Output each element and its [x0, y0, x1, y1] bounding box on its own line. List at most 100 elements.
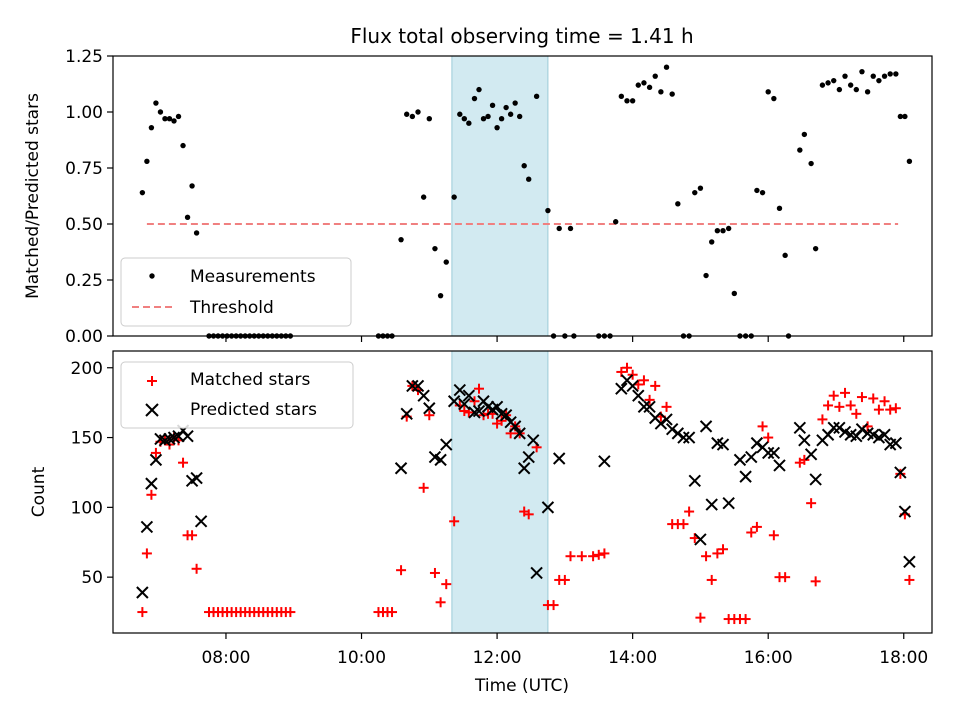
matched-star-point: [565, 551, 576, 562]
measurement-point: [494, 124, 500, 131]
matched-star-point: [285, 607, 296, 618]
measurement-point: [404, 111, 410, 117]
predicted-star-point: [423, 402, 436, 415]
predicted-star-point: [739, 470, 752, 483]
predicted-star-point: [809, 473, 822, 486]
predicted-star-point: [508, 420, 522, 433]
matched-star-point: [429, 567, 440, 578]
measurement-point: [859, 68, 865, 75]
bottom-legend-box: [120, 361, 354, 429]
predicted-star-point: [660, 413, 673, 426]
measurement-point: [887, 71, 893, 77]
predicted-star-point: [530, 566, 543, 580]
top-y-tick-label: 1.00: [65, 103, 103, 123]
predicted-star-point: [447, 395, 461, 408]
measurement-point: [512, 100, 518, 106]
predicted-star-point: [626, 379, 639, 393]
measurement-point: [847, 82, 854, 88]
matched-star-point: [740, 614, 751, 625]
matched-star-point: [885, 404, 896, 415]
measurement-point: [697, 185, 704, 191]
matched-star-point: [449, 516, 460, 527]
predicted-star-point: [400, 407, 413, 421]
bottom-y-ticks: 50 100 150 200: [71, 359, 113, 588]
predicted-star-point: [733, 453, 747, 467]
figure-title: Flux total observing time = 1.41 h: [350, 24, 693, 48]
matched-star-point: [757, 421, 768, 432]
measurement-point: [451, 194, 457, 200]
count-points: [136, 362, 916, 625]
measurement-point: [175, 113, 182, 120]
matched-star-point: [441, 579, 452, 590]
measurement-point: [612, 219, 619, 225]
predicted-star-point: [827, 421, 840, 434]
matched-star-point: [751, 521, 762, 532]
predicted-star-point: [761, 446, 775, 460]
matched-star-point: [661, 401, 672, 412]
legend-label-threshold: Threshold: [189, 298, 274, 318]
matched-star-point: [576, 551, 587, 562]
measurement-point: [906, 158, 913, 164]
measurement-point: [567, 225, 574, 232]
matched-star-point: [638, 375, 649, 386]
bottom-axes-frame: [112, 350, 933, 634]
predicted-star-point: [798, 434, 811, 447]
predicted-star-point: [699, 420, 713, 433]
matched-star-point: [799, 454, 810, 465]
predicted-star-point: [462, 389, 476, 402]
measurement-point: [754, 187, 760, 194]
predicted-star-point: [468, 406, 481, 419]
legend-marker-matched: [147, 376, 157, 386]
measurement-point: [652, 73, 658, 79]
measurement-point: [658, 89, 664, 95]
predicted-star-point: [705, 498, 718, 511]
measurement-point: [771, 95, 777, 102]
matched-star-point: [879, 396, 890, 407]
matched-star-point: [387, 607, 398, 618]
measurement-point: [426, 116, 433, 122]
predicted-star-point: [598, 455, 611, 468]
matched-star-point: [593, 549, 604, 560]
measurement-point: [836, 86, 843, 93]
matched-star-point: [701, 551, 712, 562]
matched-star-point: [845, 400, 856, 411]
measurement-point: [139, 189, 146, 196]
measurement-point: [663, 64, 670, 70]
measurement-point: [521, 163, 527, 169]
matched-star-point: [424, 410, 435, 421]
measurement-point: [171, 118, 177, 124]
matched-star-point: [904, 574, 915, 585]
measurement-point: [162, 116, 168, 122]
predicted-star-point: [513, 427, 526, 440]
predicted-star-point: [154, 432, 167, 446]
predicted-star-point: [682, 431, 696, 444]
predicted-star-point: [149, 453, 163, 467]
matched-star-point: [806, 498, 817, 509]
measurement-point: [526, 176, 532, 182]
predicted-star-point: [793, 421, 807, 434]
matched-star-point: [746, 527, 757, 538]
measurement-point: [646, 84, 653, 91]
matched-star-point: [588, 551, 599, 562]
measurement-point: [692, 189, 698, 196]
x-tick-label: 08:00: [201, 648, 250, 668]
matched-star-point: [523, 509, 534, 520]
top-legend: Measurements Threshold: [120, 257, 352, 327]
bottom-panel: 50 100 150 200 08:00 10:00 12:00 14:00 16:00 18:…: [29, 350, 933, 696]
legend-label-predicted: Predicted stars: [190, 400, 317, 420]
measurement-point: [831, 77, 837, 84]
predicted-star-point: [417, 389, 430, 402]
legend-marker-measurements: [149, 273, 155, 279]
predicted-star-point: [722, 496, 735, 510]
measurement-point: [725, 225, 732, 232]
predicted-star-point: [716, 438, 730, 451]
measurement-point: [443, 259, 449, 265]
matched-star-point: [559, 574, 570, 585]
matched-star-point: [873, 404, 884, 415]
predicted-star-point: [855, 422, 869, 436]
measurement-point: [776, 205, 783, 212]
matched-star-point: [599, 548, 610, 559]
predicted-star-point: [181, 429, 194, 443]
x-tick-label: 16:00: [744, 648, 793, 668]
measurement-point: [714, 228, 721, 234]
